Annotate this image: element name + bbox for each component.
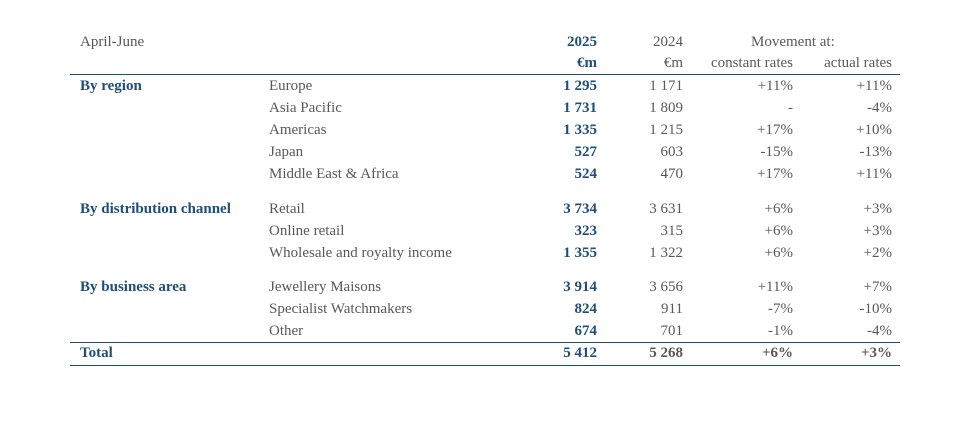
total-constant-rate: +6% bbox=[761, 345, 793, 361]
value-2025: 323 bbox=[574, 223, 598, 239]
year-2024-header: 2024 bbox=[653, 34, 683, 50]
row-item: Japan bbox=[269, 144, 304, 160]
value-2024: 315 bbox=[660, 223, 684, 239]
constant-rate: +17% bbox=[757, 122, 793, 138]
actual-rate: -13% bbox=[859, 144, 893, 160]
actual-rate: +3% bbox=[863, 201, 892, 217]
actual-rate: +7% bbox=[863, 279, 892, 295]
value-2024: 3 656 bbox=[649, 279, 683, 295]
table-row: Japan 527 603 -15% -13% bbox=[70, 141, 900, 163]
value-2025: 824 bbox=[574, 301, 598, 317]
period-label: April-June bbox=[80, 34, 145, 50]
actual-rate: -4% bbox=[867, 100, 892, 116]
constant-rate: -15% bbox=[760, 144, 794, 160]
constant-rates-header: constant rates bbox=[710, 55, 793, 71]
value-2025: 3 734 bbox=[563, 201, 597, 217]
total-row: Total 5 412 5 268 +6% +3% bbox=[70, 342, 900, 364]
value-2025: 524 bbox=[574, 166, 598, 182]
row-item: Asia Pacific bbox=[269, 100, 342, 116]
value-2024: 911 bbox=[661, 301, 683, 317]
actual-rate: +11% bbox=[856, 78, 892, 94]
constant-rate: +6% bbox=[764, 245, 793, 261]
value-2024: 603 bbox=[660, 144, 684, 160]
constant-rate: -7% bbox=[768, 301, 793, 317]
row-item: Americas bbox=[269, 122, 327, 138]
header-row-years: April-June 2025 2024 Movement at: bbox=[70, 31, 900, 53]
header-row-units: €m €m constant rates actual rates bbox=[70, 52, 900, 74]
actual-rate: -10% bbox=[859, 301, 893, 317]
total-bottom-divider bbox=[70, 365, 900, 366]
table-row: Wholesale and royalty income 1 355 1 322… bbox=[70, 242, 900, 264]
value-2024: 701 bbox=[660, 323, 684, 339]
value-2024: 1 171 bbox=[649, 78, 683, 94]
movement-header: Movement at: bbox=[751, 34, 835, 50]
value-2024: 470 bbox=[660, 166, 684, 182]
unit-2025-header: €m bbox=[577, 55, 597, 71]
value-2024: 3 631 bbox=[649, 201, 683, 217]
value-2025: 3 914 bbox=[563, 279, 597, 295]
constant-rate: +17% bbox=[757, 166, 793, 182]
value-2025: 527 bbox=[574, 144, 598, 160]
table-row: Specialist Watchmakers 824 911 -7% -10% bbox=[70, 298, 900, 320]
value-2025: 1 335 bbox=[563, 122, 597, 138]
total-2024: 5 268 bbox=[649, 345, 683, 361]
actual-rate: +11% bbox=[856, 166, 892, 182]
section-label-region: By region bbox=[80, 78, 142, 94]
row-item: Wholesale and royalty income bbox=[269, 245, 452, 261]
table-row: Americas 1 335 1 215 +17% +10% bbox=[70, 119, 900, 141]
total-2025: 5 412 bbox=[563, 345, 597, 361]
value-2024: 1 215 bbox=[649, 122, 683, 138]
constant-rate: -1% bbox=[768, 323, 793, 339]
table-row: Other 674 701 -1% -4% bbox=[70, 320, 900, 342]
constant-rate: +6% bbox=[764, 223, 793, 239]
table-row: Middle East & Africa 524 470 +17% +11% bbox=[70, 163, 900, 185]
total-label: Total bbox=[80, 345, 113, 361]
value-2024: 1 322 bbox=[649, 245, 683, 261]
actual-rate: +3% bbox=[863, 223, 892, 239]
row-item: Europe bbox=[269, 78, 313, 94]
row-item: Retail bbox=[269, 201, 305, 217]
value-2025: 1 295 bbox=[563, 78, 597, 94]
constant-rate: +6% bbox=[764, 201, 793, 217]
row-item: Online retail bbox=[269, 223, 345, 239]
actual-rate: +10% bbox=[856, 122, 892, 138]
section-label-channel: By distribution channel bbox=[80, 201, 231, 217]
table-row: By distribution channel Retail 3 734 3 6… bbox=[70, 198, 900, 220]
value-2025: 1 355 bbox=[563, 245, 597, 261]
section-label-business: By business area bbox=[80, 279, 187, 295]
header-divider bbox=[70, 74, 900, 75]
table-row: Asia Pacific 1 731 1 809 - -4% bbox=[70, 97, 900, 119]
row-item: Specialist Watchmakers bbox=[269, 301, 413, 317]
constant-rate: +11% bbox=[757, 78, 793, 94]
table-row: By business area Jewellery Maisons 3 914… bbox=[70, 276, 900, 298]
constant-rate: - bbox=[788, 100, 793, 116]
total-top-divider bbox=[70, 342, 900, 343]
actual-rates-header: actual rates bbox=[824, 55, 892, 71]
total-actual-rate: +3% bbox=[860, 345, 892, 361]
table-row: Online retail 323 315 +6% +3% bbox=[70, 220, 900, 242]
constant-rate: +11% bbox=[757, 279, 793, 295]
unit-2024-header: €m bbox=[663, 55, 683, 71]
year-2025-header: 2025 bbox=[567, 34, 597, 50]
value-2025: 674 bbox=[574, 323, 598, 339]
row-item: Middle East & Africa bbox=[269, 166, 399, 182]
row-item: Other bbox=[269, 323, 304, 339]
row-item: Jewellery Maisons bbox=[269, 279, 382, 295]
table-row: By region Europe 1 295 1 171 +11% +11% bbox=[70, 75, 900, 97]
value-2025: 1 731 bbox=[563, 100, 597, 116]
actual-rate: -4% bbox=[867, 323, 892, 339]
actual-rate: +2% bbox=[863, 245, 892, 261]
value-2024: 1 809 bbox=[649, 100, 683, 116]
